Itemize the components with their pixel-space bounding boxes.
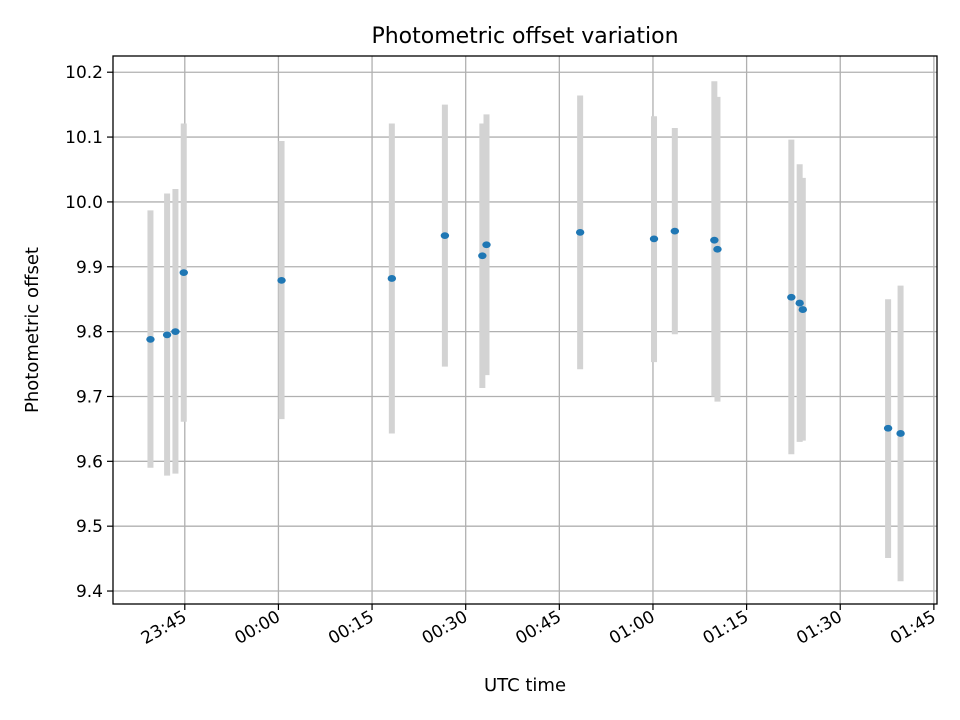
- data-point: [883, 424, 893, 432]
- grid-lines: [113, 56, 937, 604]
- data-point: [162, 331, 172, 339]
- y-tick-label: 9.4: [76, 582, 103, 602]
- data-point: [798, 306, 807, 313]
- data-point: [575, 228, 585, 236]
- plot-frame: [112, 55, 938, 605]
- data-point: [795, 299, 804, 307]
- data-point: [277, 276, 286, 284]
- data-point: [896, 430, 905, 437]
- data-point: [649, 235, 659, 243]
- y-tick-label: 9.5: [76, 517, 103, 537]
- y-tick-label: 9.6: [76, 452, 103, 472]
- data-point: [146, 336, 155, 343]
- data-point: [713, 245, 722, 253]
- data-point: [710, 236, 719, 244]
- y-axis-label: Photometric offset: [22, 247, 43, 413]
- y-tick-label: 9.7: [76, 387, 103, 407]
- data-point: [787, 293, 796, 301]
- data-point: [440, 232, 450, 240]
- data-point: [171, 328, 180, 336]
- data-point: [482, 241, 491, 249]
- y-axis-ticks: 9.4 9.5 9.6 9.7 9.8 9.9 10.0 10.1 10.2: [65, 63, 113, 602]
- data-point: [179, 269, 188, 277]
- y-tick-label: 9.8: [76, 323, 103, 343]
- data-point: [387, 275, 397, 282]
- y-tick-label: 9.9: [76, 258, 103, 278]
- y-tick-label: 10.1: [65, 128, 103, 148]
- x-axis-label: UTC time: [484, 675, 566, 696]
- data-point: [670, 227, 680, 235]
- y-tick-label: 10.0: [65, 193, 103, 213]
- chart-title: Photometric offset variation: [371, 24, 678, 49]
- y-tick-label: 10.2: [65, 63, 103, 83]
- data-points: [146, 227, 905, 437]
- data-point: [478, 252, 487, 260]
